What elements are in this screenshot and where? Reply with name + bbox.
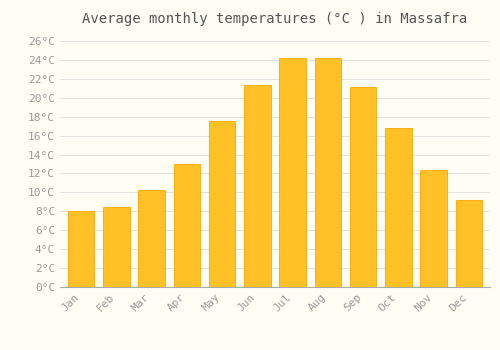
Title: Average monthly temperatures (°C ) in Massafra: Average monthly temperatures (°C ) in Ma… — [82, 12, 468, 26]
Bar — [420, 170, 447, 287]
Bar — [280, 58, 306, 287]
Bar — [456, 200, 482, 287]
Bar — [385, 128, 411, 287]
Bar — [209, 121, 236, 287]
Bar — [103, 206, 130, 287]
Bar — [174, 164, 200, 287]
Bar — [350, 88, 376, 287]
Bar — [244, 85, 270, 287]
Bar — [138, 190, 165, 287]
Bar — [68, 211, 94, 287]
Bar — [314, 58, 341, 287]
